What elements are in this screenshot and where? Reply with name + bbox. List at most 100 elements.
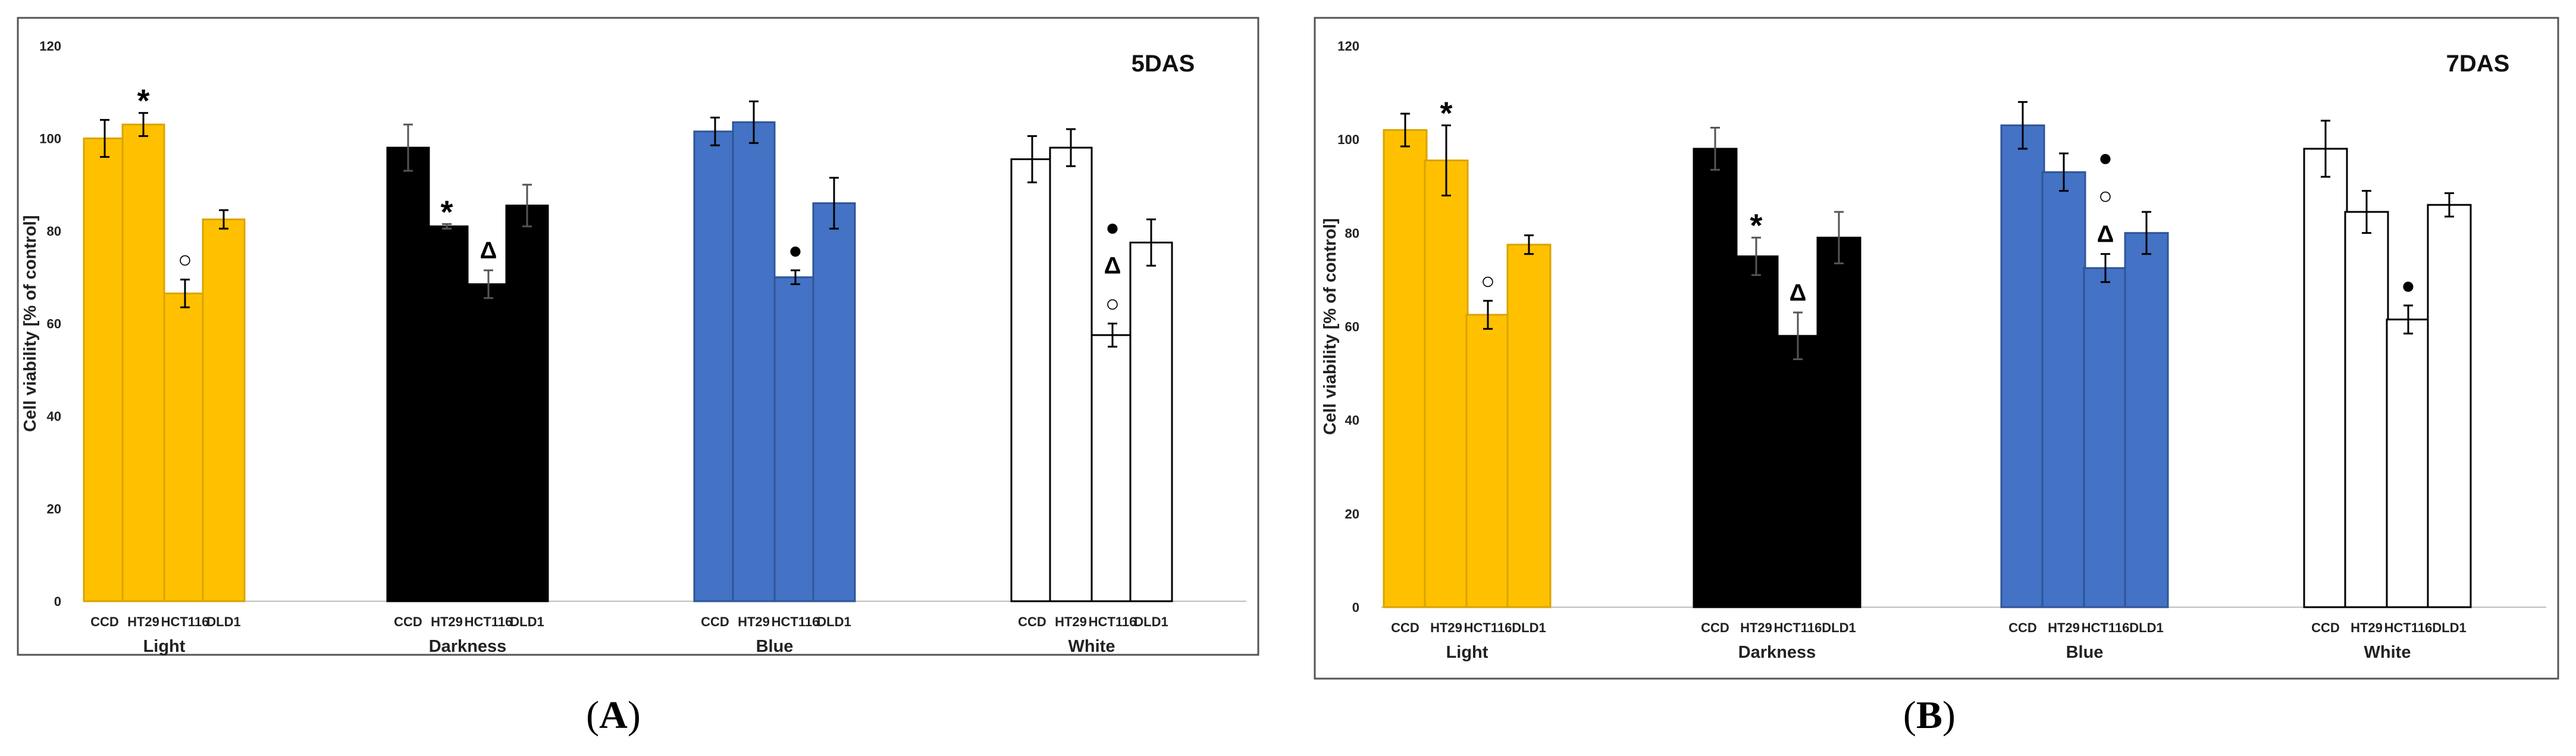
chart-title: 7DAS — [2446, 51, 2510, 77]
chart-panel-b: 0 20 40 60 80 100 120 Cell viability [% of cont… — [1314, 17, 2559, 680]
x-tick-label: CCD — [1701, 620, 1729, 635]
x-tick-label: HT29 — [1740, 620, 1772, 635]
bar — [425, 225, 469, 602]
bar — [1090, 334, 1135, 602]
x-tick-label: HT29 — [738, 614, 770, 629]
significance-mark: * — [440, 194, 453, 230]
bar — [1049, 146, 1093, 602]
significance-mark: * — [1750, 208, 1762, 243]
x-tick-label: CCD — [2311, 620, 2340, 635]
bar — [386, 146, 430, 602]
bar — [163, 292, 207, 602]
x-tick-label: HT29 — [127, 614, 159, 629]
x-tick-label: CCD — [394, 614, 422, 629]
bar — [2303, 148, 2348, 608]
significance-mark: ○ — [178, 247, 192, 273]
y-tick-label: 20 — [1345, 507, 1359, 521]
bar — [2124, 232, 2169, 608]
significance-mark: ● — [2401, 273, 2415, 299]
x-tick-label: DLD1 — [1822, 620, 1856, 635]
panel-caption-a: (A) — [586, 693, 641, 737]
y-tick-label: 40 — [47, 409, 61, 424]
y-tick-label: 60 — [1345, 320, 1359, 335]
significance-mark: Δ — [1790, 280, 1807, 306]
bar — [1383, 129, 1428, 608]
bar — [121, 123, 165, 602]
bar — [1775, 335, 1820, 608]
x-tick-label: DLD1 — [2432, 620, 2466, 635]
group-label: White — [1068, 637, 1115, 656]
x-tick-label: HT29 — [431, 614, 463, 629]
bar — [693, 130, 737, 602]
y-tick-label: 40 — [1345, 413, 1359, 428]
bar — [1506, 243, 1552, 608]
bar — [2041, 171, 2086, 608]
group-label: Darkness — [1738, 643, 1816, 662]
bar — [2344, 211, 2389, 608]
group-label: Light — [143, 637, 186, 656]
bar — [2083, 267, 2128, 608]
significance-mark: Δ — [1104, 253, 1121, 279]
x-tick-label: DLD1 — [510, 614, 544, 629]
x-tick-label: CCD — [2008, 620, 2037, 635]
y-tick-label: 0 — [1352, 600, 1359, 615]
bar — [773, 276, 817, 602]
y-tick-label: 0 — [54, 594, 61, 609]
bar — [732, 121, 776, 602]
x-tick-label: CCD — [1018, 614, 1046, 629]
group-label: White — [2364, 643, 2411, 662]
x-tick-label: CCD — [701, 614, 729, 629]
bar — [466, 283, 510, 602]
x-tick-label: HT29 — [2048, 620, 2080, 635]
x-tick-label: HCT116 — [1089, 614, 1137, 629]
x-tick-label: DLD1 — [1134, 614, 1168, 629]
significance-mark: Δ — [480, 238, 497, 264]
chart-title: 5DAS — [1132, 51, 1195, 77]
x-tick-label: HCT116 — [2082, 620, 2130, 635]
y-tick-label: 100 — [39, 132, 61, 146]
y-tick-label: 100 — [1337, 132, 1359, 147]
x-tick-label: DLD1 — [1512, 620, 1546, 635]
bar — [202, 218, 246, 602]
x-tick-label: CCD — [90, 614, 119, 629]
x-tick-label: DLD1 — [817, 614, 851, 629]
significance-mark: ○ — [1481, 268, 1495, 294]
x-tick-label: HCT116 — [1774, 620, 1822, 635]
bar — [2000, 124, 2045, 608]
x-tick-label: HCT116 — [465, 614, 513, 629]
y-tick-label: 120 — [39, 39, 61, 54]
significance-mark: ● — [2098, 145, 2113, 171]
significance-mark: ● — [1105, 215, 1120, 241]
significance-mark: ● — [788, 238, 803, 264]
bar — [1465, 314, 1510, 608]
y-tick-label: 20 — [47, 502, 61, 517]
chart-panel-a: 0 20 40 60 80 100 120 Cell viability [% of cont… — [17, 17, 1259, 656]
group-label: Light — [1446, 643, 1488, 662]
y-axis-label: Cell viability [% of control] — [21, 215, 40, 432]
bar — [2386, 318, 2431, 608]
y-tick-label: 60 — [47, 317, 61, 332]
y-axis-label: Cell viability [% of control] — [1321, 218, 1340, 435]
x-tick-label: CCD — [1391, 620, 1419, 635]
x-tick-label: HT29 — [1055, 614, 1087, 629]
y-tick-label: 80 — [47, 224, 61, 239]
x-tick-label: HT29 — [1430, 620, 1462, 635]
x-tick-label: HT29 — [2351, 620, 2383, 635]
bar — [505, 204, 549, 602]
bar — [1424, 160, 1469, 608]
x-tick-label: HCT116 — [772, 614, 820, 629]
y-tick-label: 80 — [1345, 226, 1359, 240]
bar — [83, 138, 127, 602]
significance-mark: ○ — [2098, 183, 2113, 210]
bar — [1129, 241, 1173, 602]
panel-caption-b: (B) — [1903, 693, 1955, 737]
significance-mark: * — [137, 83, 149, 119]
significance-mark: Δ — [2097, 221, 2114, 248]
significance-mark: * — [1440, 96, 1452, 132]
x-tick-label: HCT116 — [1464, 620, 1512, 635]
bar — [1816, 236, 1862, 608]
y-tick-label: 120 — [1337, 39, 1359, 54]
bar — [1010, 158, 1054, 602]
bar — [2427, 204, 2472, 608]
